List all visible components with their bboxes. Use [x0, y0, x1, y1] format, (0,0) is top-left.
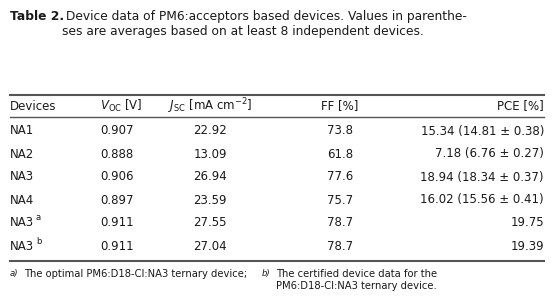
Text: PCE [%]: PCE [%]	[497, 99, 544, 113]
Text: 0.907: 0.907	[100, 124, 134, 138]
Text: 73.8: 73.8	[327, 124, 353, 138]
Text: 19.39: 19.39	[510, 239, 544, 253]
Text: 61.8: 61.8	[327, 148, 353, 160]
Text: NA4: NA4	[10, 193, 34, 206]
Text: The certified device data for the
PM6:D18-Cl:NA3 ternary device.: The certified device data for the PM6:D1…	[276, 269, 437, 291]
Text: Device data of PM6:acceptors based devices. Values in parenthe-
ses are averages: Device data of PM6:acceptors based devic…	[62, 10, 467, 38]
Text: 16.02 (15.56 ± 0.41): 16.02 (15.56 ± 0.41)	[420, 193, 544, 206]
Text: 78.7: 78.7	[327, 239, 353, 253]
Text: Devices: Devices	[10, 99, 57, 113]
Text: NA3: NA3	[10, 239, 34, 253]
Text: b): b)	[262, 269, 271, 278]
Text: 77.6: 77.6	[327, 170, 353, 184]
Text: $\mathit{V}_\mathrm{OC}$ [V]: $\mathit{V}_\mathrm{OC}$ [V]	[100, 98, 142, 114]
Text: 18.94 (18.34 ± 0.37): 18.94 (18.34 ± 0.37)	[420, 170, 544, 184]
Text: 26.94: 26.94	[193, 170, 227, 184]
Text: NA3: NA3	[10, 170, 34, 184]
Text: 19.75: 19.75	[510, 217, 544, 229]
Text: NA3: NA3	[10, 217, 34, 229]
Text: 75.7: 75.7	[327, 193, 353, 206]
Text: NA1: NA1	[10, 124, 34, 138]
Text: 0.888: 0.888	[100, 148, 134, 160]
Text: 23.59: 23.59	[193, 193, 227, 206]
Text: 0.911: 0.911	[100, 239, 134, 253]
Text: a: a	[36, 214, 41, 223]
Text: Table 2.: Table 2.	[10, 10, 64, 23]
Text: 0.911: 0.911	[100, 217, 134, 229]
Text: 22.92: 22.92	[193, 124, 227, 138]
Text: 78.7: 78.7	[327, 217, 353, 229]
Text: 7.18 (6.76 ± 0.27): 7.18 (6.76 ± 0.27)	[435, 148, 544, 160]
Text: The optimal PM6:D18-Cl:NA3 ternary device;: The optimal PM6:D18-Cl:NA3 ternary devic…	[24, 269, 247, 279]
Text: 27.04: 27.04	[193, 239, 227, 253]
Text: 13.09: 13.09	[193, 148, 227, 160]
Text: 15.34 (14.81 ± 0.38): 15.34 (14.81 ± 0.38)	[420, 124, 544, 138]
Text: FF [%]: FF [%]	[321, 99, 358, 113]
Text: 0.906: 0.906	[100, 170, 134, 184]
Text: a): a)	[10, 269, 19, 278]
Text: $\mathit{J}_\mathrm{SC}$ [mA cm$^{-2}$]: $\mathit{J}_\mathrm{SC}$ [mA cm$^{-2}$]	[168, 96, 252, 116]
Text: 0.897: 0.897	[100, 193, 134, 206]
Text: 27.55: 27.55	[193, 217, 227, 229]
Text: b: b	[36, 236, 42, 246]
Text: NA2: NA2	[10, 148, 34, 160]
